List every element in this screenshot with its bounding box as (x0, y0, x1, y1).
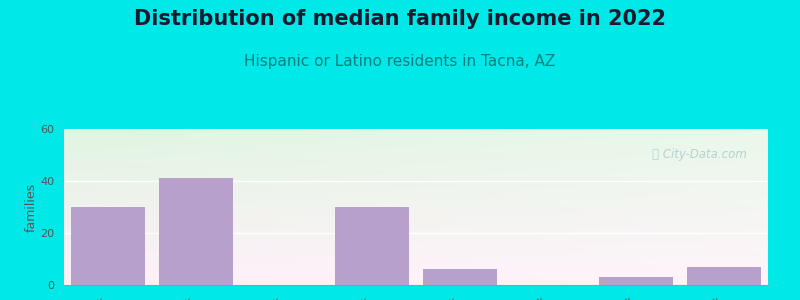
Bar (422, 269, 498, 285)
Bar (686, 267, 762, 285)
Text: Hispanic or Latino residents in Tacna, AZ: Hispanic or Latino residents in Tacna, A… (244, 54, 556, 69)
Text: Distribution of median family income in 2022: Distribution of median family income in … (134, 9, 666, 29)
Text: ⓘ City-Data.com: ⓘ City-Data.com (652, 148, 747, 161)
Bar (70, 207, 146, 285)
Bar (158, 178, 234, 285)
Bar (598, 277, 674, 285)
Y-axis label: families: families (24, 182, 38, 232)
Bar (334, 207, 410, 285)
